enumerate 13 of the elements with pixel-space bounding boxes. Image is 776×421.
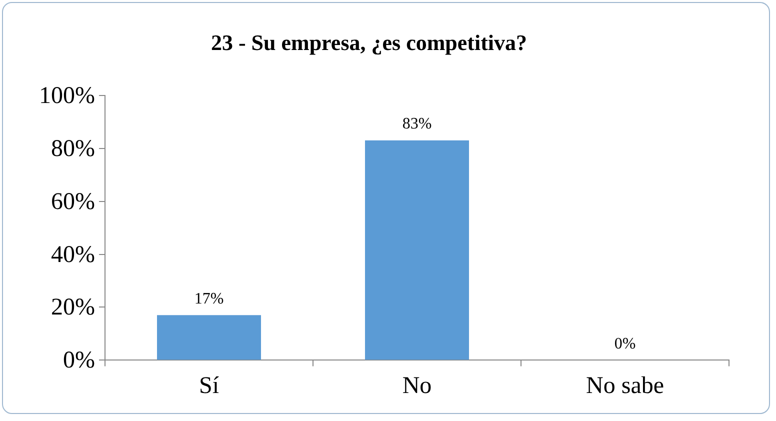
data-label: 17% xyxy=(194,290,224,308)
data-label: 0% xyxy=(614,335,636,352)
chart-title: 23 - Su empresa, ¿es competitiva? xyxy=(210,30,528,55)
y-tick-label: 40% xyxy=(51,242,95,268)
y-tick-label: 60% xyxy=(51,188,95,215)
data-label: 83% xyxy=(402,116,432,133)
x-tick-label: No sabe xyxy=(586,372,664,399)
y-tick-label: 100% xyxy=(39,82,95,109)
x-tick-label: Sí xyxy=(198,372,220,399)
y-tick-label: 20% xyxy=(51,294,95,321)
y-tick-label: 0% xyxy=(63,348,95,374)
x-tick-label: No xyxy=(402,372,432,399)
y-tick-label: 80% xyxy=(51,136,95,162)
